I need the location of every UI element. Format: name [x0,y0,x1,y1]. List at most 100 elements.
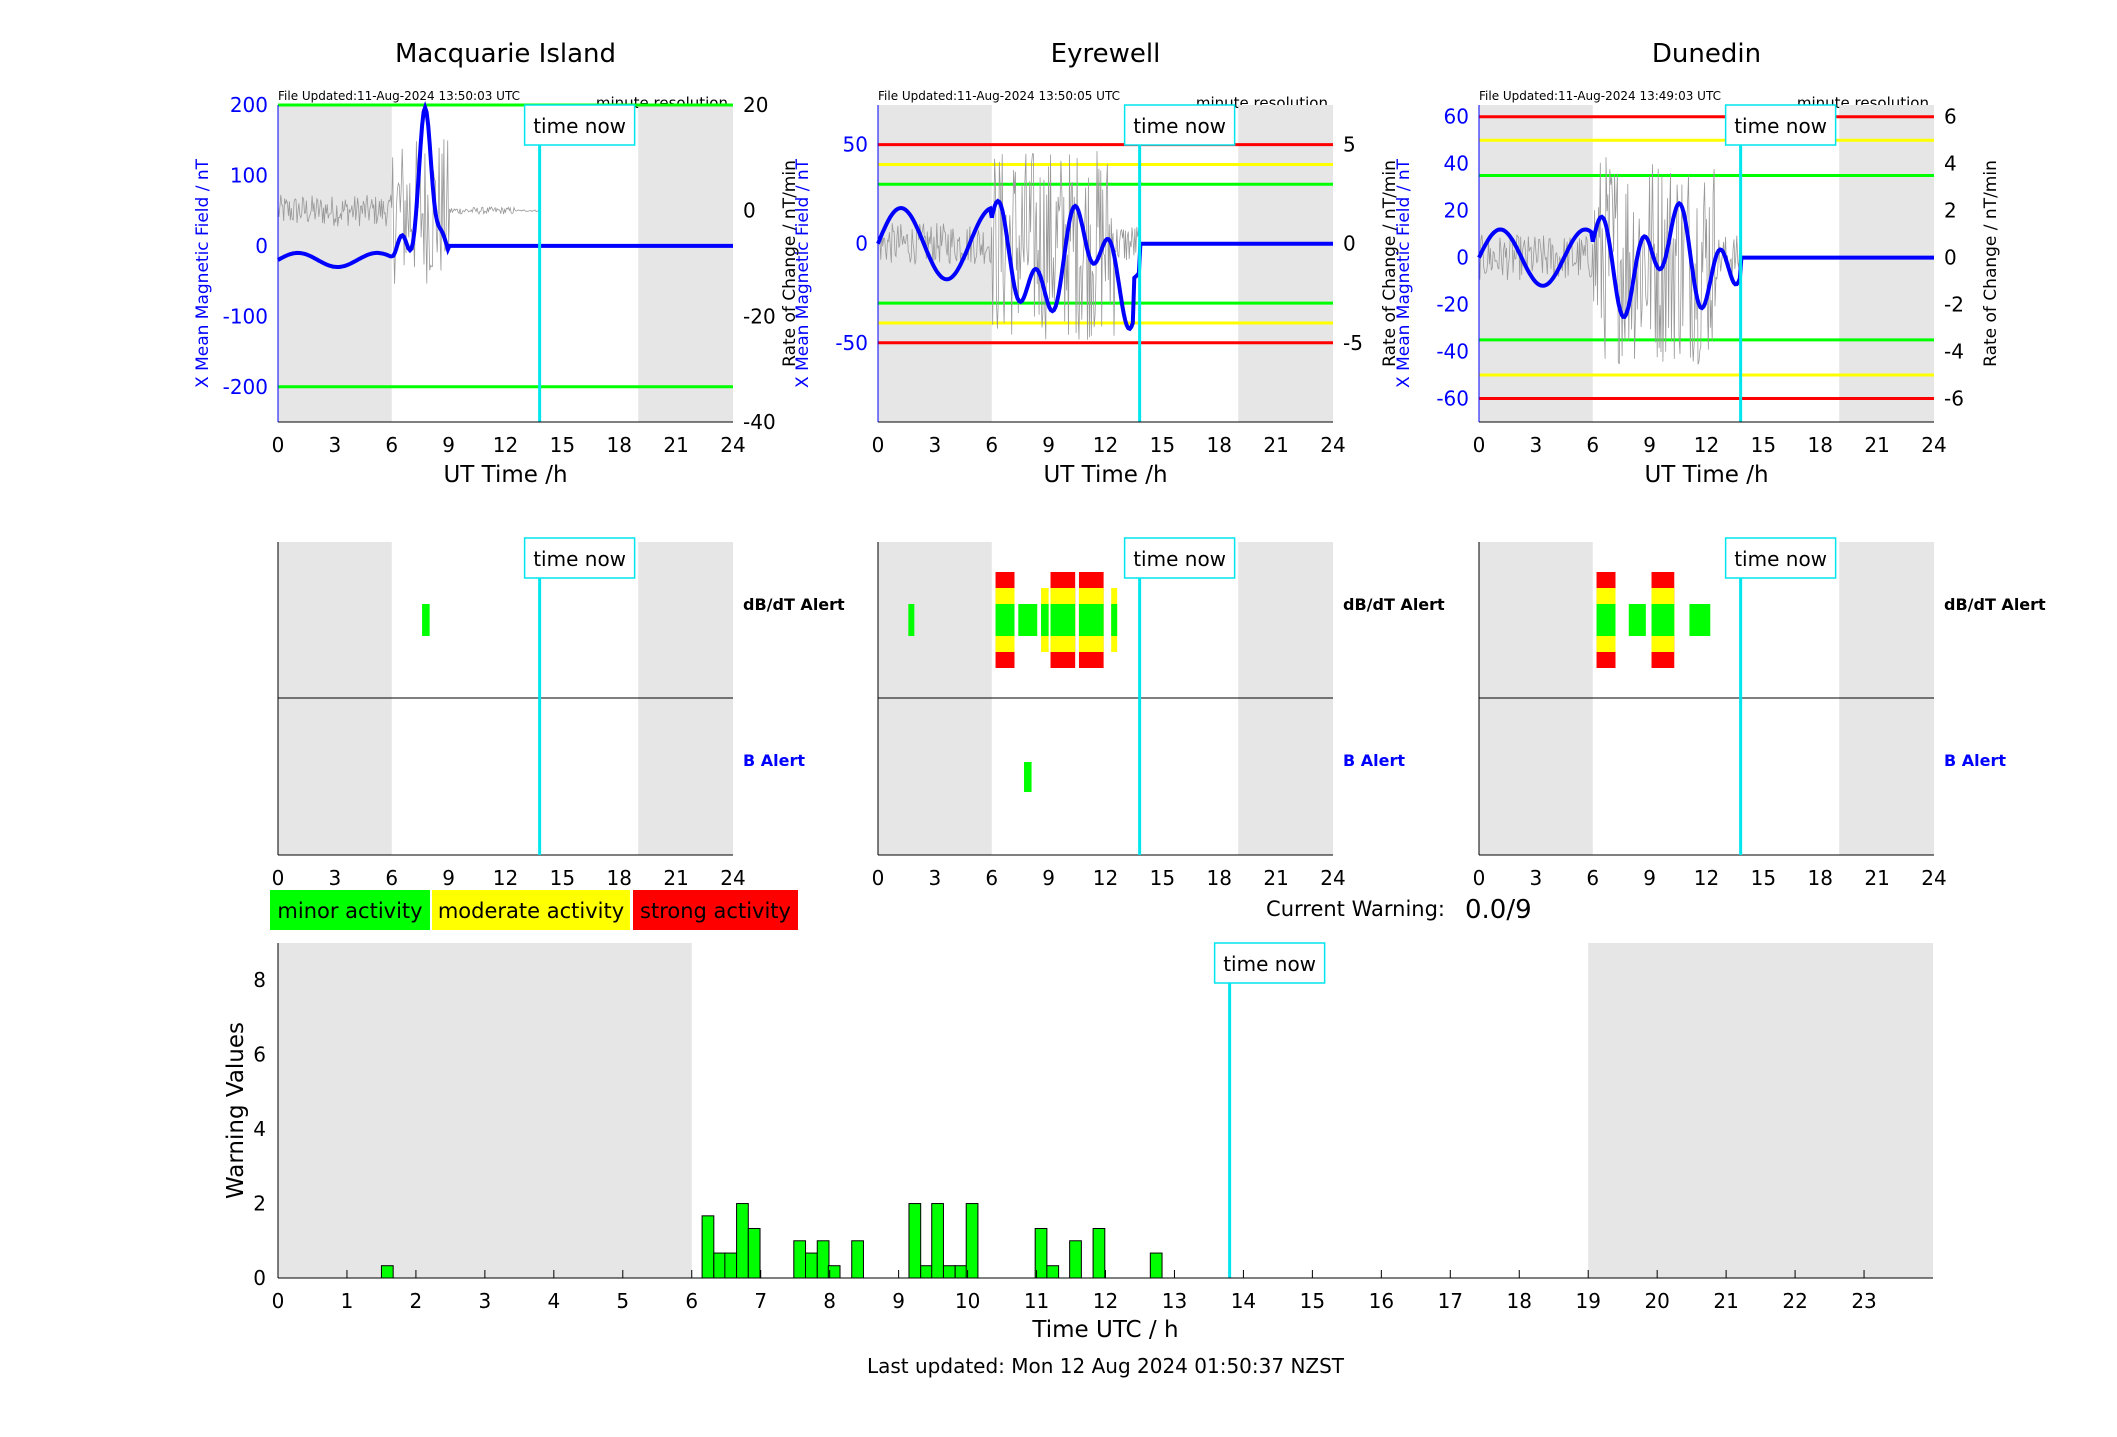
panel-2-alert-xtick: 24 [1320,866,1345,890]
panel-1-xtick: 24 [720,433,745,457]
panel-3-dbdt-minor-1 [1628,604,1646,636]
warning-xtick: 18 [1507,1289,1532,1313]
panel-2-shade-1 [1238,105,1333,422]
panel-2-dbdt-label: dB/dT Alert [1343,595,1445,614]
panel-2-dbdt-minor-2 [1018,604,1038,636]
footer-last-updated: Last updated: Mon 12 Aug 2024 01:50:37 N… [867,1354,1345,1378]
warning-bar-4 [736,1203,749,1279]
panel-3-field-trace [1477,200,1934,319]
legend-minor-swatch [270,890,430,930]
panel-1-dbdt-minor-0 [422,604,430,636]
panel-3-ytick: 60 [1444,105,1469,129]
panel-1-xtick: 0 [272,433,285,457]
panel-1-y2tick: -20 [743,304,776,328]
warning-bar-13 [931,1203,944,1279]
panel-1-file-updated: File Updated:11-Aug-2024 13:50:03 UTC [278,89,520,103]
panel-1-alert-xtick: 9 [442,866,455,890]
panel-3-y2tick: 0 [1944,246,1957,270]
panel-2-dbdt-minor-6 [1111,604,1118,636]
panel-3-dbdt-label: dB/dT Alert [1944,595,2046,614]
panel-2-alert-xtick: 9 [1042,866,1055,890]
panel-2-dbdt-minor-1 [995,604,1015,636]
panel-2-alert-xtick: 3 [929,866,942,890]
panel-3-alert-xtick: 21 [1864,866,1889,890]
panel-2-alert-xtick: 0 [872,866,885,890]
warning-time-now-box [1213,942,1326,984]
panel-1-y2label: Rate of Change / nT/min [780,160,800,367]
panel-3-ytick: -20 [1436,293,1469,317]
panel-3-alert-xtick: 3 [1530,866,1543,890]
warning-ytick: 8 [253,968,266,992]
panel-1-shade-1 [638,105,733,422]
panel-1-y2tick: 20 [743,93,768,117]
panel-2-xtick: 6 [985,433,998,457]
warning-xtick: 9 [892,1289,905,1313]
panel-3-ytick: 20 [1444,199,1469,223]
panel-3-y2tick: 2 [1944,199,1957,223]
panel-3-alert-xtick: 6 [1586,866,1599,890]
warning-xtick: 13 [1162,1289,1187,1313]
warning-ylabel: Warning Values [223,1022,249,1199]
warning-xtick: 20 [1644,1289,1669,1313]
warning-bar-12 [920,1265,933,1279]
warning-bar-3 [724,1252,738,1279]
panel-3-alert-xtick: 15 [1751,866,1776,890]
panel-1-alert-time-now-label: time now [533,547,626,571]
panel-2-alert-time-now-label: time now [1133,547,1226,571]
warning-bar-14 [942,1265,956,1279]
panel-2-ytick: -50 [835,331,868,355]
warning-time-now-label: time now [1223,952,1316,976]
warning-bar-0 [380,1265,394,1279]
warning-bar-19 [1069,1240,1082,1279]
warning-xtick: 16 [1369,1289,1394,1313]
warning-bar-2 [713,1252,727,1279]
panel-1-y2tick: -40 [743,410,776,434]
warning-xtick: 17 [1438,1289,1463,1313]
panel-1-alert-xtick: 6 [385,866,398,890]
warning-xtick: 11 [1024,1289,1049,1313]
warning-xtick: 12 [1093,1289,1118,1313]
panel-2-xlabel: UT Time /h [1043,462,1167,488]
panel-2-field-trace [876,198,1333,332]
panel-2-dbdt-minor-4 [1050,604,1076,636]
panel-3-xtick: 12 [1694,433,1719,457]
panel-3-alert-xtick: 9 [1643,866,1656,890]
panel-2-dbdt-minor-5 [1078,604,1104,636]
panel-2-xtick: 0 [872,433,885,457]
panel-3-xtick: 3 [1530,433,1543,457]
legend-moderate-swatch [432,890,630,930]
warning-bar-18 [1046,1265,1060,1279]
warning-xtick: 0 [272,1289,285,1313]
warning-bar-6 [793,1240,807,1279]
panel-3-alert-time-now-label: time now [1734,547,1827,571]
panel-3-ytick: 40 [1444,152,1469,176]
warning-bar-8 [816,1240,830,1279]
panel-1-xtick: 6 [385,433,398,457]
panel-3-title: Dunedin [1652,39,1761,69]
panel-3-dbdt-minor-3 [1689,604,1711,636]
panel-1-alert-xtick: 12 [493,866,518,890]
panel-3-alert-xtick: 18 [1808,866,1833,890]
panel-2-xtick: 21 [1263,433,1288,457]
current-warning-label: Current Warning: [1266,897,1445,921]
panel-1-xtick: 3 [329,433,342,457]
panel-3-alert-xtick: 12 [1694,866,1719,890]
panel-3-y2tick: 4 [1944,152,1957,176]
panel-2-alert-xtick: 21 [1263,866,1288,890]
legend-strong-swatch [633,890,798,930]
panel-2-alert-xtick: 6 [985,866,998,890]
panel-2-time-now-label: time now [1133,114,1226,138]
panel-3-b-label: B Alert [1944,751,2006,770]
panel-2-y2label: Rate of Change / nT/min [1380,160,1400,367]
panel-2-file-updated: File Updated:11-Aug-2024 13:50:05 UTC [878,89,1120,103]
warning-xtick: 22 [1782,1289,1807,1313]
panel-1-ytick: -200 [223,375,268,399]
panel-1-ytick: -100 [223,304,268,328]
panel-3-y2tick: -2 [1944,293,1964,317]
panel-2-alert-xtick: 15 [1150,866,1175,890]
panel-1-b-label: B Alert [743,751,805,770]
panel-1-ytick: 100 [230,163,268,187]
panel-1-xtick: 15 [550,433,575,457]
warning-xtick: 8 [823,1289,836,1313]
panel-3-time-now-label: time now [1734,114,1827,138]
